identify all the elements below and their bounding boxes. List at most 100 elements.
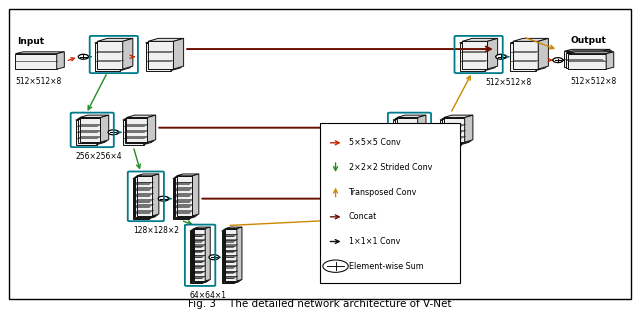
- Circle shape: [426, 130, 435, 135]
- Text: 2×2×2 Strided Conv: 2×2×2 Strided Conv: [349, 163, 432, 172]
- Polygon shape: [236, 228, 241, 282]
- Polygon shape: [192, 230, 204, 282]
- Polygon shape: [465, 115, 473, 142]
- Polygon shape: [95, 40, 131, 43]
- Polygon shape: [127, 115, 156, 117]
- Polygon shape: [174, 178, 190, 218]
- Polygon shape: [221, 230, 238, 231]
- Polygon shape: [97, 117, 105, 145]
- Polygon shape: [173, 177, 195, 179]
- Text: 128×128×2: 128×128×2: [133, 226, 179, 236]
- Polygon shape: [97, 38, 133, 41]
- Polygon shape: [137, 176, 152, 216]
- Circle shape: [352, 196, 362, 201]
- Polygon shape: [150, 176, 156, 218]
- Text: Concat: Concat: [349, 212, 377, 221]
- Polygon shape: [225, 229, 236, 282]
- Text: Transposed Conv: Transposed Conv: [349, 188, 417, 197]
- Polygon shape: [393, 120, 414, 145]
- Polygon shape: [383, 176, 390, 218]
- Bar: [320, 123, 460, 284]
- Circle shape: [108, 130, 118, 135]
- Polygon shape: [329, 177, 345, 217]
- Polygon shape: [191, 229, 207, 230]
- Polygon shape: [568, 54, 606, 69]
- Polygon shape: [125, 119, 145, 143]
- Polygon shape: [133, 177, 155, 179]
- Polygon shape: [395, 116, 424, 119]
- Polygon shape: [536, 40, 546, 71]
- Polygon shape: [205, 227, 211, 281]
- Text: 5×5×5 Conv: 5×5×5 Conv: [349, 138, 400, 147]
- Polygon shape: [330, 176, 346, 216]
- Polygon shape: [97, 41, 123, 69]
- Polygon shape: [444, 115, 473, 117]
- Polygon shape: [223, 228, 240, 230]
- Polygon shape: [225, 227, 242, 229]
- Polygon shape: [397, 117, 418, 142]
- Polygon shape: [414, 117, 422, 145]
- Polygon shape: [370, 176, 386, 216]
- Polygon shape: [462, 38, 498, 41]
- Polygon shape: [15, 52, 64, 54]
- Polygon shape: [151, 175, 157, 217]
- Polygon shape: [564, 49, 610, 51]
- Polygon shape: [369, 175, 391, 177]
- Polygon shape: [568, 52, 614, 54]
- Polygon shape: [460, 43, 485, 71]
- Polygon shape: [234, 229, 239, 283]
- Polygon shape: [204, 228, 209, 282]
- Polygon shape: [566, 51, 612, 53]
- Text: 1×1×1 Conv: 1×1×1 Conv: [349, 237, 400, 246]
- Polygon shape: [444, 117, 465, 142]
- Polygon shape: [177, 174, 199, 176]
- Polygon shape: [123, 38, 133, 69]
- Polygon shape: [173, 179, 189, 219]
- Polygon shape: [606, 52, 614, 69]
- Polygon shape: [602, 49, 610, 67]
- Polygon shape: [328, 178, 344, 218]
- Polygon shape: [369, 177, 385, 217]
- Text: Input: Input: [17, 37, 44, 46]
- Polygon shape: [134, 178, 150, 218]
- Polygon shape: [225, 229, 237, 281]
- Polygon shape: [386, 174, 392, 216]
- Polygon shape: [366, 177, 388, 179]
- Polygon shape: [416, 116, 424, 143]
- Polygon shape: [174, 176, 196, 178]
- Text: 256×256×4: 256×256×4: [76, 152, 122, 161]
- Polygon shape: [148, 177, 155, 219]
- Polygon shape: [395, 119, 416, 143]
- Polygon shape: [237, 227, 242, 281]
- Polygon shape: [190, 231, 202, 284]
- Polygon shape: [133, 179, 148, 219]
- Circle shape: [553, 58, 563, 62]
- Polygon shape: [145, 43, 171, 71]
- Polygon shape: [344, 176, 350, 218]
- Polygon shape: [76, 120, 97, 145]
- Circle shape: [158, 196, 168, 201]
- Polygon shape: [393, 117, 422, 120]
- Polygon shape: [145, 40, 181, 43]
- Polygon shape: [564, 51, 602, 67]
- Polygon shape: [566, 53, 604, 68]
- Polygon shape: [177, 176, 193, 216]
- Polygon shape: [173, 38, 184, 69]
- Polygon shape: [202, 229, 207, 283]
- Polygon shape: [193, 229, 204, 282]
- Polygon shape: [136, 175, 157, 177]
- Polygon shape: [171, 40, 181, 71]
- Polygon shape: [328, 176, 350, 178]
- Polygon shape: [367, 178, 383, 218]
- Polygon shape: [485, 40, 495, 71]
- Text: 512×512×8: 512×512×8: [485, 78, 531, 87]
- Text: 128×128×2: 128×128×2: [346, 226, 392, 236]
- Text: 512×512×8: 512×512×8: [15, 77, 61, 86]
- Polygon shape: [123, 117, 152, 120]
- Polygon shape: [461, 117, 469, 145]
- Polygon shape: [190, 176, 196, 218]
- Polygon shape: [510, 43, 536, 71]
- Polygon shape: [204, 228, 209, 282]
- Polygon shape: [367, 176, 390, 178]
- Polygon shape: [223, 230, 234, 283]
